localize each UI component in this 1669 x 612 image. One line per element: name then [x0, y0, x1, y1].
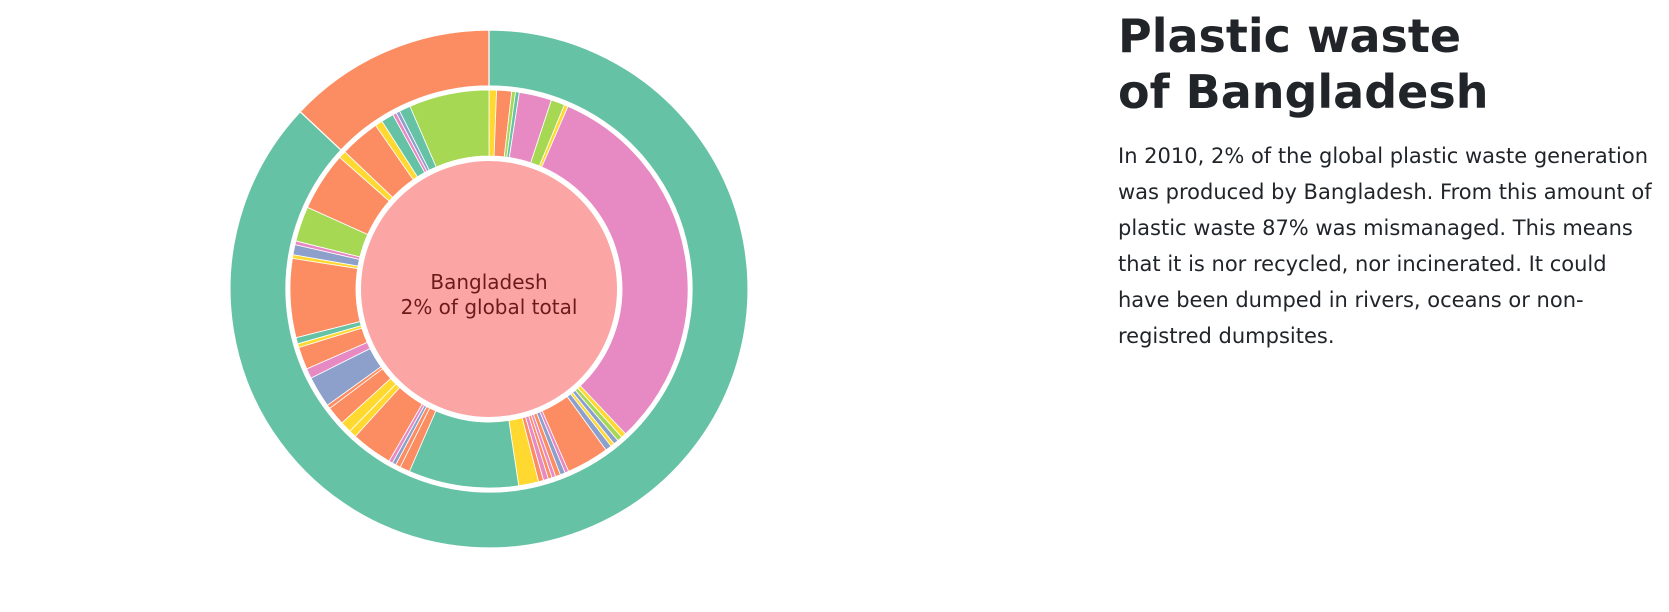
- center-label-line1: Bangladesh: [430, 270, 547, 294]
- outer-ring-segment-0[interactable]: [230, 29, 749, 549]
- info-panel: Plastic waste of Bangladesh In 2010, 2% …: [1118, 8, 1658, 354]
- inner-ring: [289, 89, 689, 489]
- inner-ring-segment-7[interactable]: [541, 105, 689, 435]
- outer-ring: [230, 29, 749, 549]
- page-description: In 2010, 2% of the global plastic waste …: [1118, 144, 1652, 348]
- center-label-line2: 2% of global total: [401, 295, 578, 319]
- inner-ring-segment-50[interactable]: [409, 89, 490, 168]
- outer-ring-segment-1[interactable]: [299, 29, 490, 151]
- center-circle[interactable]: [361, 161, 617, 417]
- page-title: Plastic waste of Bangladesh: [1118, 9, 1489, 119]
- sunburst-chart: Bangladesh 2% of global total: [230, 29, 790, 589]
- sunburst-svg: Bangladesh 2% of global total: [230, 29, 749, 549]
